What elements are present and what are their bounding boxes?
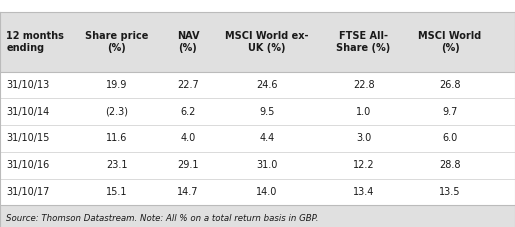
Bar [0, 205, 515, 227]
Text: FTSE All-
Share (%): FTSE All- Share (%) [336, 31, 391, 53]
Bar [0, 12, 515, 72]
Text: 28.8: 28.8 [439, 160, 461, 170]
Text: 31/10/13: 31/10/13 [6, 80, 49, 90]
Text: 13.5: 13.5 [439, 187, 461, 197]
Text: 4.4: 4.4 [259, 133, 274, 143]
Text: 14.0: 14.0 [256, 187, 278, 197]
Bar [0, 98, 515, 125]
Text: 13.4: 13.4 [353, 187, 374, 197]
Text: 31/10/14: 31/10/14 [6, 107, 49, 117]
Text: 29.1: 29.1 [177, 160, 199, 170]
Text: 11.6: 11.6 [106, 133, 128, 143]
Text: 19.9: 19.9 [106, 80, 128, 90]
Text: 9.5: 9.5 [259, 107, 274, 117]
Text: 22.8: 22.8 [353, 80, 374, 90]
Text: 23.1: 23.1 [106, 160, 128, 170]
Text: 22.7: 22.7 [177, 80, 199, 90]
Bar [0, 152, 515, 179]
Text: 31/10/17: 31/10/17 [6, 187, 49, 197]
Text: 4.0: 4.0 [180, 133, 196, 143]
Text: 31.0: 31.0 [256, 160, 278, 170]
Bar [0, 179, 515, 205]
Text: (2.3): (2.3) [106, 107, 128, 117]
Text: Source: Thomson Datastream. Note: All % on a total return basis in GBP.: Source: Thomson Datastream. Note: All % … [6, 214, 319, 223]
Text: MSCI World ex-
UK (%): MSCI World ex- UK (%) [225, 31, 308, 53]
Bar [0, 72, 515, 98]
Text: 9.7: 9.7 [442, 107, 458, 117]
Text: 14.7: 14.7 [177, 187, 199, 197]
Text: 12.2: 12.2 [353, 160, 374, 170]
Text: 24.6: 24.6 [256, 80, 278, 90]
Bar [0, 125, 515, 152]
Text: 6.0: 6.0 [442, 133, 458, 143]
Text: 12 months
ending: 12 months ending [6, 31, 64, 53]
Text: MSCI World
(%): MSCI World (%) [419, 31, 482, 53]
Text: 6.2: 6.2 [180, 107, 196, 117]
Text: 1.0: 1.0 [356, 107, 371, 117]
Text: NAV
(%): NAV (%) [177, 31, 199, 53]
Text: Share price
(%): Share price (%) [85, 31, 149, 53]
Text: 31/10/15: 31/10/15 [6, 133, 49, 143]
Text: 26.8: 26.8 [439, 80, 461, 90]
Text: 31/10/16: 31/10/16 [6, 160, 49, 170]
Text: 15.1: 15.1 [106, 187, 128, 197]
Text: 3.0: 3.0 [356, 133, 371, 143]
